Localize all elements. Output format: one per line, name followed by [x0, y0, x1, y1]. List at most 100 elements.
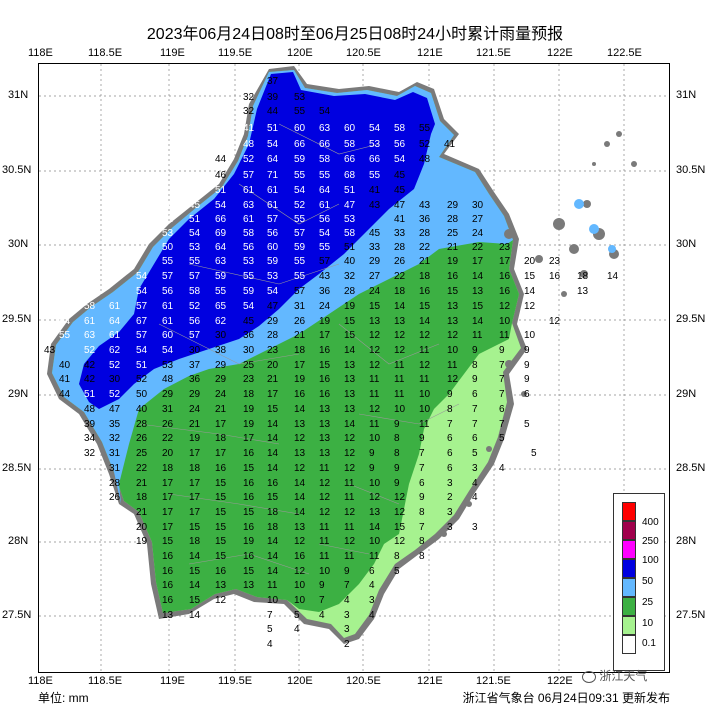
svg-text:3: 3 [344, 610, 350, 621]
svg-text:11: 11 [344, 522, 355, 533]
y-tick-right-28N: 28N [676, 535, 697, 547]
svg-text:11: 11 [394, 374, 405, 385]
x-tick-bottom-121E: 121E [417, 675, 443, 687]
svg-text:13: 13 [294, 419, 306, 430]
x-tick-bottom-119.5E: 119.5E [218, 675, 253, 687]
svg-text:12: 12 [369, 345, 381, 356]
svg-text:7: 7 [419, 448, 425, 459]
svg-text:36: 36 [419, 214, 431, 225]
svg-text:28: 28 [267, 330, 279, 341]
svg-text:15: 15 [215, 507, 227, 518]
svg-text:61: 61 [162, 316, 174, 327]
svg-text:7: 7 [319, 595, 325, 606]
svg-text:26: 26 [394, 256, 406, 267]
x-tick-bottom-118E: 118E [28, 675, 53, 687]
svg-text:2: 2 [447, 492, 453, 503]
svg-text:63: 63 [215, 256, 227, 267]
svg-text:55: 55 [294, 170, 306, 181]
svg-text:9: 9 [394, 478, 400, 489]
svg-text:61: 61 [319, 200, 331, 211]
svg-text:24: 24 [472, 228, 484, 239]
y-tick-left-30.5N: 30.5N [2, 164, 32, 176]
svg-text:59: 59 [267, 256, 279, 267]
svg-text:61: 61 [267, 200, 279, 211]
svg-text:63: 63 [84, 330, 96, 341]
svg-text:14: 14 [267, 433, 279, 444]
svg-text:15: 15 [215, 478, 227, 489]
svg-text:23: 23 [243, 374, 255, 385]
svg-text:4: 4 [369, 610, 375, 621]
x-tick-top-120.5E: 120.5E [346, 47, 381, 59]
svg-text:51: 51 [215, 185, 227, 196]
svg-text:14: 14 [267, 551, 279, 562]
svg-text:52: 52 [109, 360, 121, 371]
svg-text:47: 47 [344, 200, 356, 211]
svg-text:54: 54 [369, 123, 381, 134]
svg-text:52: 52 [109, 389, 121, 400]
svg-text:40: 40 [59, 360, 71, 371]
svg-text:12: 12 [294, 433, 306, 444]
svg-text:60: 60 [162, 330, 174, 341]
svg-text:5: 5 [394, 566, 400, 577]
svg-text:6: 6 [447, 448, 453, 459]
svg-text:4: 4 [499, 463, 505, 474]
svg-text:32: 32 [243, 106, 255, 117]
svg-text:14: 14 [472, 271, 484, 282]
svg-text:6: 6 [472, 433, 478, 444]
svg-text:52: 52 [136, 374, 148, 385]
svg-text:16: 16 [294, 551, 306, 562]
svg-text:16: 16 [243, 551, 255, 562]
svg-text:53: 53 [243, 256, 255, 267]
svg-text:14: 14 [344, 419, 356, 430]
svg-text:66: 66 [215, 214, 227, 225]
svg-text:11: 11 [447, 360, 458, 371]
svg-text:18: 18 [136, 492, 148, 503]
svg-text:56: 56 [319, 214, 331, 225]
x-tick-top-122.5E: 122.5E [607, 47, 642, 59]
svg-text:5: 5 [524, 419, 530, 430]
legend-label-400: 400 [642, 517, 659, 528]
svg-text:7: 7 [472, 404, 478, 415]
svg-text:53: 53 [344, 214, 356, 225]
svg-text:6: 6 [447, 433, 453, 444]
legend-swatch-0.1 [622, 616, 636, 635]
svg-text:6: 6 [499, 404, 505, 415]
svg-text:12: 12 [419, 330, 431, 341]
svg-text:29: 29 [267, 316, 279, 327]
svg-text:29: 29 [215, 360, 227, 371]
svg-text:29: 29 [162, 389, 174, 400]
svg-text:16: 16 [243, 448, 255, 459]
svg-text:54: 54 [136, 271, 148, 282]
svg-text:16: 16 [319, 389, 331, 400]
svg-text:12: 12 [394, 345, 406, 356]
island-rain [574, 199, 616, 253]
svg-text:14: 14 [294, 404, 306, 415]
svg-text:12: 12 [524, 301, 536, 312]
svg-text:54: 54 [294, 185, 306, 196]
svg-text:52: 52 [189, 301, 201, 312]
svg-text:7: 7 [267, 610, 273, 621]
svg-text:15: 15 [344, 330, 356, 341]
svg-text:10: 10 [447, 345, 459, 356]
svg-text:13: 13 [319, 448, 331, 459]
svg-text:11: 11 [369, 374, 380, 385]
svg-text:4: 4 [267, 639, 273, 650]
station-value-labels: 37 32 39 53 32 44 55 54 41 51 60 63 60 54 58 55 48 54… [44, 76, 619, 650]
svg-text:16: 16 [162, 595, 174, 606]
svg-text:66: 66 [369, 154, 381, 165]
svg-text:57: 57 [189, 271, 201, 282]
svg-text:30: 30 [215, 330, 227, 341]
svg-text:12: 12 [447, 330, 459, 341]
svg-text:12: 12 [369, 404, 381, 415]
svg-text:54: 54 [319, 106, 331, 117]
svg-text:54: 54 [162, 345, 174, 356]
svg-text:11: 11 [369, 389, 380, 400]
svg-text:15: 15 [215, 522, 227, 533]
svg-text:58: 58 [189, 286, 201, 297]
svg-text:37: 37 [189, 360, 201, 371]
svg-text:41: 41 [369, 185, 381, 196]
svg-text:12: 12 [394, 536, 406, 547]
svg-text:12: 12 [369, 330, 381, 341]
svg-text:16: 16 [215, 566, 227, 577]
svg-text:11: 11 [394, 389, 405, 400]
